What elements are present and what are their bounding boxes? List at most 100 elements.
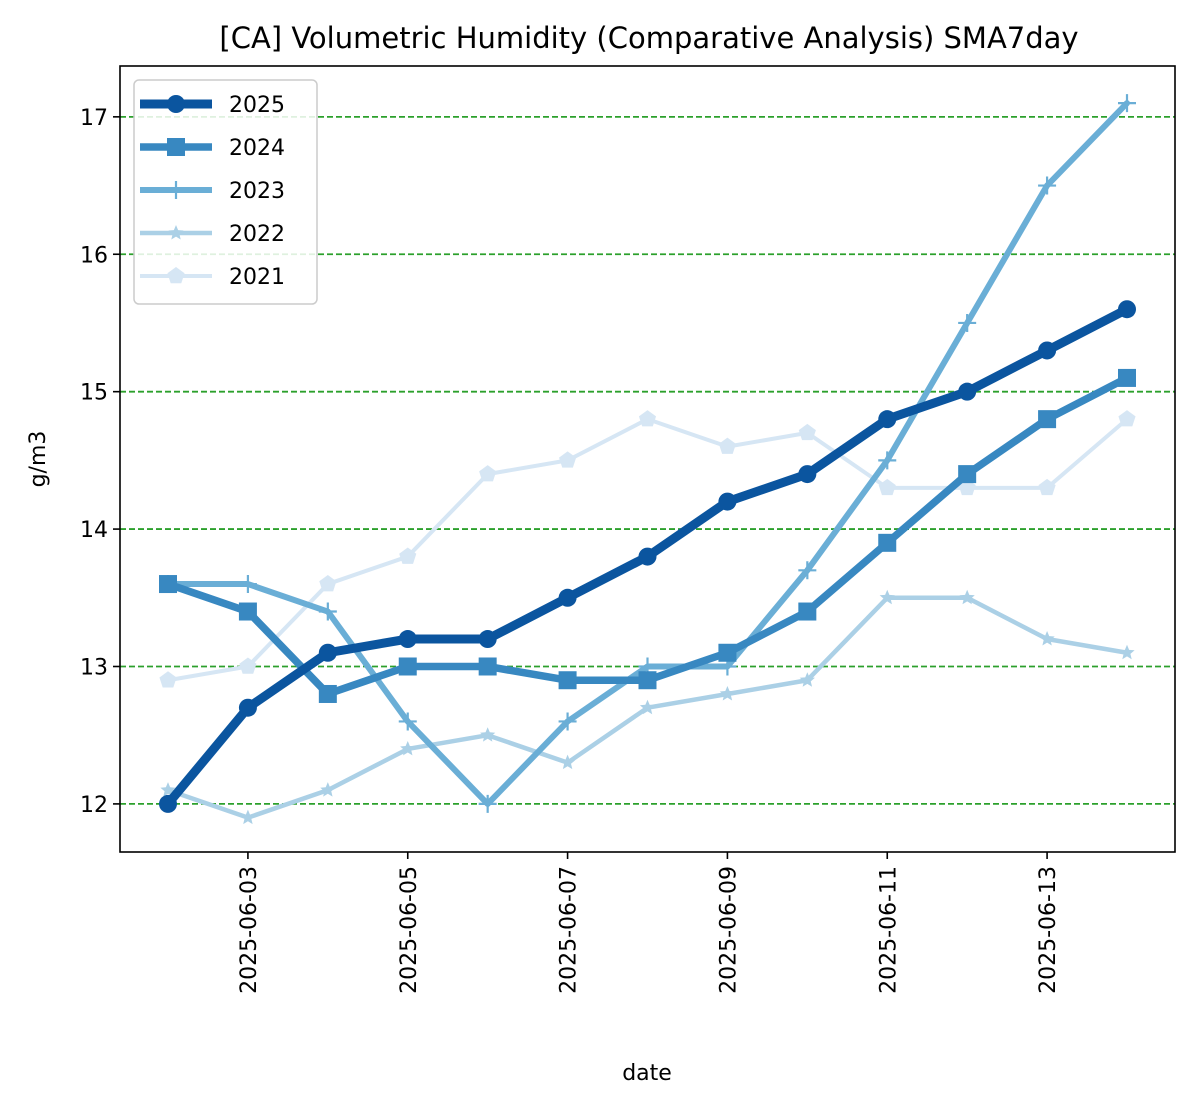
series-2024: [159, 368, 1136, 703]
data-point: [958, 465, 977, 484]
legend-label: 2025: [229, 93, 285, 118]
data-point: [320, 782, 336, 797]
data-point: [167, 138, 185, 156]
y-tick-label: 14: [80, 518, 108, 543]
data-point: [959, 589, 975, 605]
data-point: [1119, 644, 1135, 660]
data-point: [718, 643, 737, 662]
legend-label: 2022: [229, 222, 285, 247]
data-point: [318, 684, 337, 703]
data-point: [238, 698, 257, 717]
x-tick-label: 2025-06-09: [716, 866, 741, 994]
data-point: [638, 410, 657, 427]
data-point: [798, 465, 817, 484]
data-point: [159, 671, 177, 688]
chart-title: [CA] Volumetric Humidity (Comparative An…: [219, 21, 1078, 55]
data-point: [318, 643, 337, 662]
data-point: [239, 657, 257, 674]
x-tick-label: 2025-06-05: [397, 866, 422, 994]
x-axis-label: date: [622, 1061, 672, 1086]
data-point: [478, 794, 497, 813]
x-tick-label: 2025-06-03: [237, 866, 262, 994]
legend-label: 2024: [229, 136, 285, 161]
x-tick-label: 2025-06-11: [876, 866, 901, 994]
data-point: [879, 589, 895, 605]
x-tick-label: 2025-06-07: [557, 866, 582, 994]
data-point: [719, 685, 736, 701]
data-point: [400, 740, 416, 756]
y-tick-label: 13: [80, 655, 108, 680]
data-point: [238, 602, 257, 621]
data-point: [798, 561, 817, 580]
legend-entry: 2024: [140, 136, 285, 161]
legend-entry: 2025: [140, 93, 285, 118]
data-point: [1038, 410, 1057, 429]
y-tick-label: 17: [80, 106, 108, 131]
data-point: [159, 575, 177, 594]
data-point: [1118, 410, 1136, 427]
y-tick-label: 15: [80, 381, 108, 406]
series-layer: [159, 94, 1136, 825]
data-point: [318, 602, 337, 621]
legend-label: 2023: [229, 179, 285, 204]
data-point: [399, 547, 417, 564]
data-point: [168, 225, 184, 240]
series-2025: [159, 300, 1136, 813]
data-point: [1038, 478, 1056, 496]
data-point: [478, 630, 497, 649]
y-axis-label: g/m3: [26, 431, 51, 488]
data-point: [167, 95, 185, 113]
x-tick-label: 2025-06-13: [1036, 866, 1061, 994]
data-point: [558, 588, 577, 607]
series-2022: [160, 589, 1135, 825]
legend-label: 2021: [229, 265, 285, 290]
data-point: [167, 267, 185, 284]
data-point: [1038, 176, 1057, 195]
data-point: [559, 754, 576, 770]
data-point: [718, 492, 737, 511]
data-point: [638, 547, 657, 566]
y-axis: 12 13 14 15 16 17: [80, 106, 120, 818]
data-point: [878, 410, 897, 429]
data-point: [478, 657, 497, 676]
x-axis: 2025-06-03 2025-06-05 2025-06-07 2025-06-09…: [237, 852, 1061, 994]
y-tick-label: 12: [80, 793, 108, 818]
data-point: [1118, 94, 1136, 113]
data-point: [638, 671, 657, 690]
legend-box: [133, 79, 318, 305]
data-point: [1039, 631, 1055, 646]
data-point: [878, 451, 897, 470]
series-2023: [159, 94, 1136, 813]
data-point: [958, 382, 977, 401]
data-point: [718, 437, 736, 454]
data-point: [1038, 341, 1057, 360]
data-point: [240, 809, 256, 825]
data-point: [878, 533, 897, 552]
data-point: [398, 712, 417, 731]
legend-entry: 2021: [140, 265, 285, 290]
data-point: [238, 575, 257, 594]
legend-entry: 2022: [140, 222, 285, 247]
data-point: [798, 423, 816, 441]
data-point: [159, 794, 177, 813]
data-point: [480, 727, 496, 742]
data-point: [1118, 368, 1136, 387]
data-point: [798, 602, 817, 621]
series-2021: [159, 410, 1136, 688]
data-point: [958, 313, 977, 332]
data-point: [319, 575, 337, 592]
data-point: [1118, 300, 1136, 319]
data-point: [799, 672, 815, 687]
y-tick-label: 16: [80, 243, 108, 268]
data-point: [558, 671, 577, 690]
plot-frame: [119, 65, 1176, 853]
data-point: [878, 478, 896, 496]
data-point: [167, 181, 185, 199]
data-point: [479, 465, 497, 482]
legend: 2025 2024 2023 2022 2021: [133, 79, 318, 305]
data-point: [639, 699, 656, 715]
data-point: [398, 630, 417, 649]
data-point: [558, 712, 577, 731]
data-point: [398, 657, 417, 676]
